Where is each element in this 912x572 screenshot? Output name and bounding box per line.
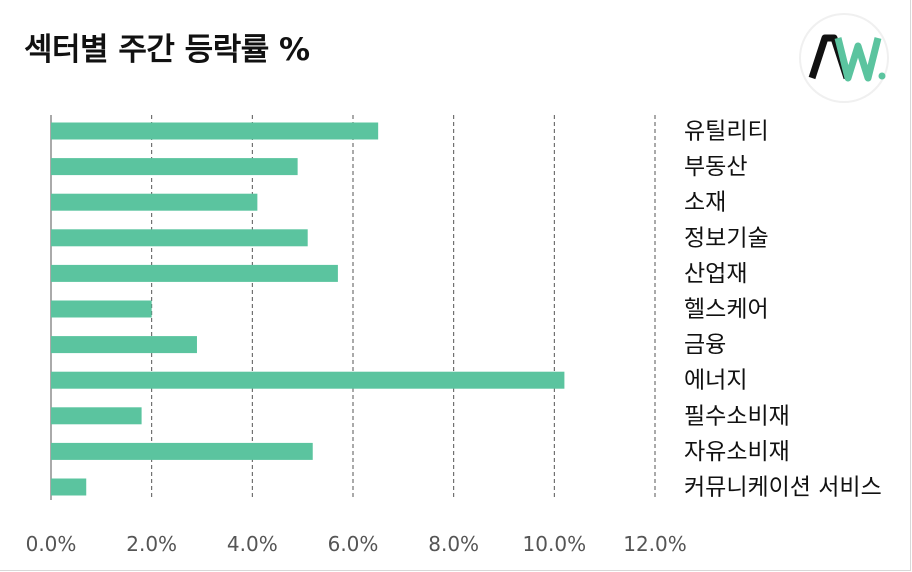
bar	[51, 122, 379, 140]
x-tick-label: 6.0%	[328, 532, 379, 556]
bar	[51, 229, 308, 247]
chart-title: 섹터별 주간 등락률 %	[24, 32, 310, 68]
category-label: 커뮤니케이션 서비스	[684, 475, 882, 501]
x-tick-label: 0.0%	[26, 532, 77, 556]
category-label: 에너지	[684, 368, 747, 394]
bar	[51, 158, 298, 176]
category-label: 헬스케어	[684, 297, 769, 323]
x-tick-label: 12.0%	[623, 532, 687, 556]
bar	[51, 478, 87, 496]
category-label: 유틸리티	[684, 119, 769, 145]
bar	[51, 407, 142, 425]
bar	[51, 193, 258, 211]
category-label: 소재	[684, 190, 726, 216]
x-tick-label: 10.0%	[523, 532, 587, 556]
bar	[51, 336, 197, 354]
bar	[51, 442, 313, 460]
x-tick-label: 2.0%	[126, 532, 177, 556]
category-label: 금융	[684, 332, 726, 358]
bar	[51, 264, 338, 282]
category-label: 정보기술	[684, 225, 769, 251]
category-label: 산업재	[684, 261, 747, 287]
x-tick-label: 4.0%	[227, 532, 278, 556]
category-label: 자유소비재	[684, 439, 790, 465]
aw-logo-icon	[799, 13, 889, 103]
category-label: 부동산	[684, 154, 747, 180]
category-label: 필수소비재	[684, 403, 790, 429]
x-tick-label: 8.0%	[428, 532, 479, 556]
bar	[51, 300, 152, 318]
bar	[51, 371, 565, 389]
